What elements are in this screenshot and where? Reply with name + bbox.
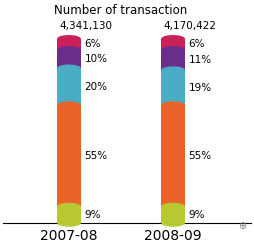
Text: 11%: 11% bbox=[188, 55, 212, 65]
Ellipse shape bbox=[57, 203, 81, 210]
Ellipse shape bbox=[57, 219, 81, 227]
Text: ⊕: ⊕ bbox=[238, 221, 246, 231]
Text: 55%: 55% bbox=[188, 151, 212, 161]
Bar bbox=[57, 50, 81, 68]
Bar bbox=[161, 70, 185, 105]
Bar bbox=[57, 105, 81, 206]
Text: 4,170,422: 4,170,422 bbox=[164, 21, 217, 31]
Ellipse shape bbox=[161, 46, 185, 53]
Ellipse shape bbox=[57, 64, 81, 72]
Bar bbox=[57, 68, 81, 105]
Ellipse shape bbox=[161, 35, 185, 42]
Text: Number of transaction: Number of transaction bbox=[54, 4, 188, 17]
Text: 6%: 6% bbox=[84, 39, 101, 49]
Text: 55%: 55% bbox=[84, 151, 107, 161]
Ellipse shape bbox=[57, 101, 81, 109]
Ellipse shape bbox=[161, 203, 185, 210]
Text: 20%: 20% bbox=[84, 82, 107, 92]
Ellipse shape bbox=[57, 46, 81, 53]
Bar bbox=[57, 39, 81, 50]
Ellipse shape bbox=[161, 219, 185, 227]
Ellipse shape bbox=[161, 101, 185, 109]
Ellipse shape bbox=[161, 66, 185, 74]
Text: 19%: 19% bbox=[188, 82, 212, 93]
Ellipse shape bbox=[57, 35, 81, 42]
Text: 10%: 10% bbox=[84, 54, 107, 64]
Text: 4,341,130: 4,341,130 bbox=[60, 21, 113, 31]
Bar bbox=[161, 50, 185, 70]
Bar bbox=[161, 105, 185, 206]
Bar bbox=[161, 39, 185, 50]
Bar bbox=[57, 206, 81, 223]
Bar bbox=[161, 206, 185, 223]
Text: 9%: 9% bbox=[84, 210, 101, 220]
Text: 9%: 9% bbox=[188, 210, 205, 220]
Text: 6%: 6% bbox=[188, 39, 205, 49]
